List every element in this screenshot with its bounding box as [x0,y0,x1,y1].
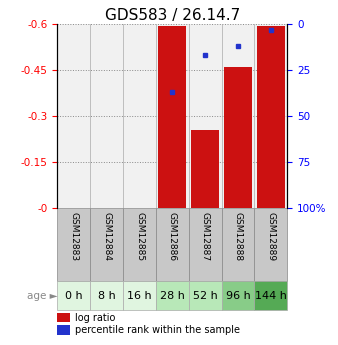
Text: 16 h: 16 h [127,290,152,300]
Text: 28 h: 28 h [160,290,185,300]
Text: GSM12888: GSM12888 [234,211,243,260]
Bar [159,26,186,208]
Text: GSM12887: GSM12887 [201,211,210,260]
Bar [57,313,70,323]
Bar [156,24,189,208]
Text: 8 h: 8 h [98,290,116,300]
Bar [57,325,70,335]
Text: age ►: age ► [27,290,57,300]
Title: GDS583 / 26.14.7: GDS583 / 26.14.7 [105,8,240,23]
Bar [90,24,123,208]
FancyBboxPatch shape [57,281,90,310]
FancyBboxPatch shape [156,281,189,310]
FancyBboxPatch shape [222,281,255,310]
Text: log ratio: log ratio [75,313,115,323]
Bar [191,130,219,208]
Text: GSM12889: GSM12889 [266,211,275,260]
FancyBboxPatch shape [222,208,255,281]
FancyBboxPatch shape [123,208,156,281]
FancyBboxPatch shape [255,281,287,310]
Bar [224,67,252,208]
FancyBboxPatch shape [90,281,123,310]
Text: GSM12884: GSM12884 [102,211,111,260]
Text: GSM12883: GSM12883 [69,211,78,260]
FancyBboxPatch shape [255,208,287,281]
Bar [257,26,285,208]
FancyBboxPatch shape [189,281,222,310]
FancyBboxPatch shape [57,208,90,281]
Bar [255,24,287,208]
Text: 0 h: 0 h [65,290,83,300]
Bar [189,24,222,208]
FancyBboxPatch shape [156,208,189,281]
FancyBboxPatch shape [123,281,156,310]
Text: 52 h: 52 h [193,290,218,300]
FancyBboxPatch shape [189,208,222,281]
FancyBboxPatch shape [90,208,123,281]
Text: 96 h: 96 h [226,290,250,300]
Text: GSM12886: GSM12886 [168,211,177,260]
Bar [222,24,255,208]
Text: percentile rank within the sample: percentile rank within the sample [75,325,240,335]
Text: 144 h: 144 h [255,290,287,300]
Text: GSM12885: GSM12885 [135,211,144,260]
Bar [123,24,156,208]
Bar [57,24,90,208]
